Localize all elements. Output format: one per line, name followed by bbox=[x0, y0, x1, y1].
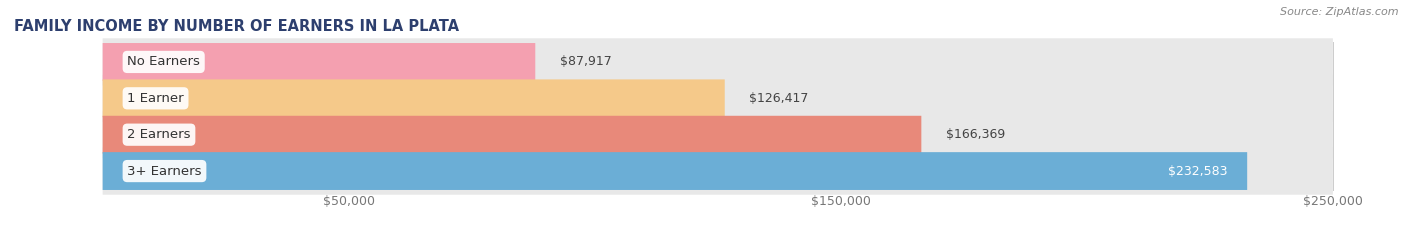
Text: 1 Earner: 1 Earner bbox=[128, 92, 184, 105]
Text: 3+ Earners: 3+ Earners bbox=[128, 164, 201, 178]
FancyBboxPatch shape bbox=[103, 38, 1333, 86]
FancyBboxPatch shape bbox=[103, 147, 1333, 195]
Text: $87,917: $87,917 bbox=[560, 55, 612, 69]
Text: $166,369: $166,369 bbox=[946, 128, 1005, 141]
FancyBboxPatch shape bbox=[103, 116, 921, 154]
Text: $126,417: $126,417 bbox=[749, 92, 808, 105]
Text: No Earners: No Earners bbox=[128, 55, 200, 69]
FancyBboxPatch shape bbox=[103, 111, 1333, 158]
Text: FAMILY INCOME BY NUMBER OF EARNERS IN LA PLATA: FAMILY INCOME BY NUMBER OF EARNERS IN LA… bbox=[14, 19, 460, 34]
FancyBboxPatch shape bbox=[103, 79, 724, 117]
Text: Source: ZipAtlas.com: Source: ZipAtlas.com bbox=[1281, 7, 1399, 17]
FancyBboxPatch shape bbox=[103, 43, 536, 81]
Text: $232,583: $232,583 bbox=[1168, 164, 1227, 178]
FancyBboxPatch shape bbox=[103, 75, 1333, 122]
FancyBboxPatch shape bbox=[103, 152, 1247, 190]
Text: 2 Earners: 2 Earners bbox=[128, 128, 191, 141]
